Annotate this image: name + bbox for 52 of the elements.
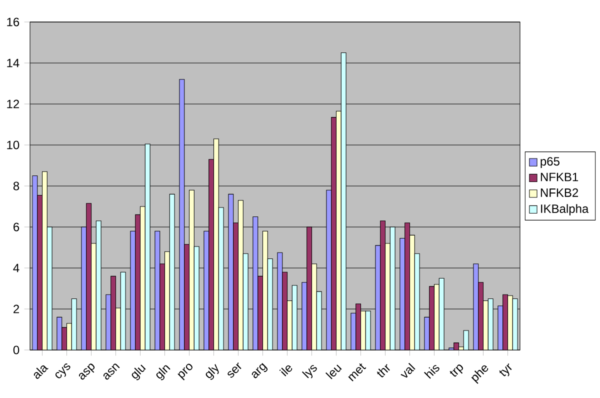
y-tick-label: 2 [14,304,19,314]
x-tick-label: glu [132,364,146,380]
bar [42,171,48,350]
bar [262,230,268,350]
x-tick-label: met [348,363,366,382]
x-tick-label: ser [228,362,242,378]
legend-label: NFKB1 [540,172,578,182]
y-tick-label: 0 [13,346,20,354]
y-tick-label: 10 [7,140,20,150]
x-tick-label: thr [376,364,390,378]
bar [434,284,440,350]
legend-label: p65 [540,157,560,168]
x-tick-label: arg [252,362,268,378]
y-tick-label: 4 [13,264,20,272]
bar [384,243,390,350]
y-tick-label: 8 [13,182,20,190]
x-tick-label: leu [326,364,342,380]
bar [482,300,488,350]
bar [507,295,513,350]
bar [311,264,317,350]
legend-label: IKBalpha [541,204,589,216]
x-tick-label: phe [471,365,488,384]
x-tick-label: asp [78,364,95,380]
x-tick-label: val [400,362,416,378]
x-tick-label: trp [450,364,463,377]
x-tick-label: ala [34,365,48,379]
y-tick-label: 6 [14,222,20,232]
x-tick-label: lys [302,365,317,378]
x-tick-label: tyr [499,363,512,376]
bar [213,138,219,350]
bar [164,251,170,350]
x-tick-label: cys [55,364,70,378]
legend-label: NFKB2 [540,188,578,197]
bar [188,190,194,350]
x-tick-label: gln [156,365,170,380]
bar [336,110,342,350]
bar [409,234,415,350]
x-tick-label: asn [103,364,120,380]
bar [360,310,366,350]
x-tick-label: his [424,365,440,379]
y-tick-label: 12 [7,100,19,108]
bar [90,243,96,350]
x-tick-label: gly [206,364,219,380]
x-tick-label: ile [279,365,292,376]
bar [238,200,244,350]
bar [140,206,146,350]
bar [115,308,121,350]
y-tick-label: 14 [7,58,20,68]
bar [286,300,292,350]
y-tick-label: 16 [7,18,20,26]
bar [66,323,72,350]
x-tick-label: pro [178,364,192,380]
